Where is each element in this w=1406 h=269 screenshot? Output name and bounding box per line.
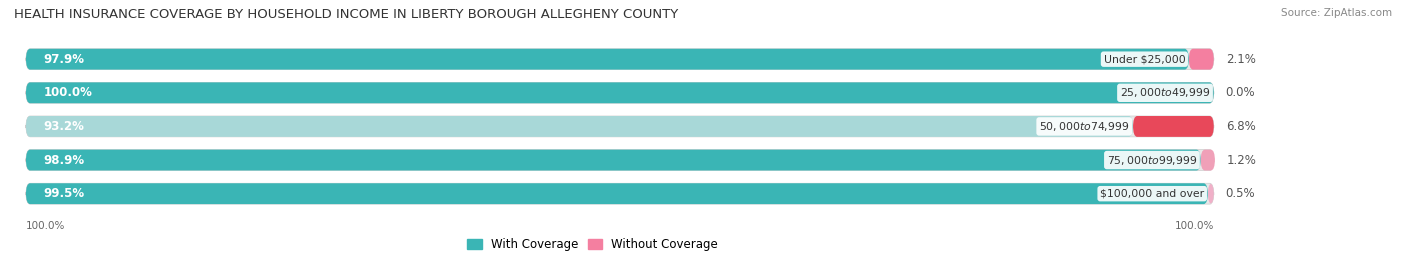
FancyBboxPatch shape: [25, 49, 1189, 70]
FancyBboxPatch shape: [25, 183, 1208, 204]
Text: 0.5%: 0.5%: [1226, 187, 1256, 200]
FancyBboxPatch shape: [1133, 116, 1213, 137]
Legend: With Coverage, Without Coverage: With Coverage, Without Coverage: [463, 234, 723, 256]
FancyBboxPatch shape: [25, 116, 1133, 137]
Text: 98.9%: 98.9%: [44, 154, 84, 167]
FancyBboxPatch shape: [1189, 49, 1213, 70]
Text: 0.0%: 0.0%: [1226, 86, 1256, 99]
Text: $25,000 to $49,999: $25,000 to $49,999: [1119, 86, 1211, 99]
FancyBboxPatch shape: [25, 116, 1213, 137]
Text: $50,000 to $74,999: $50,000 to $74,999: [1039, 120, 1129, 133]
Text: 100.0%: 100.0%: [25, 221, 65, 231]
FancyBboxPatch shape: [1201, 150, 1215, 171]
Text: 100.0%: 100.0%: [1174, 221, 1213, 231]
Text: $100,000 and over: $100,000 and over: [1099, 189, 1205, 199]
FancyBboxPatch shape: [25, 183, 1213, 204]
FancyBboxPatch shape: [25, 150, 1213, 171]
Text: 99.5%: 99.5%: [44, 187, 84, 200]
Text: Source: ZipAtlas.com: Source: ZipAtlas.com: [1281, 8, 1392, 18]
Text: 1.2%: 1.2%: [1227, 154, 1257, 167]
Text: 97.9%: 97.9%: [44, 53, 84, 66]
Text: HEALTH INSURANCE COVERAGE BY HOUSEHOLD INCOME IN LIBERTY BOROUGH ALLEGHENY COUNT: HEALTH INSURANCE COVERAGE BY HOUSEHOLD I…: [14, 8, 678, 21]
FancyBboxPatch shape: [25, 82, 1213, 103]
Text: $75,000 to $99,999: $75,000 to $99,999: [1107, 154, 1197, 167]
Text: 2.1%: 2.1%: [1226, 53, 1256, 66]
Text: 93.2%: 93.2%: [44, 120, 84, 133]
Text: 100.0%: 100.0%: [44, 86, 93, 99]
FancyBboxPatch shape: [25, 49, 1213, 70]
FancyBboxPatch shape: [25, 150, 1201, 171]
FancyBboxPatch shape: [1208, 183, 1213, 204]
FancyBboxPatch shape: [25, 82, 1213, 103]
Text: Under $25,000: Under $25,000: [1104, 54, 1185, 64]
Text: 6.8%: 6.8%: [1226, 120, 1256, 133]
